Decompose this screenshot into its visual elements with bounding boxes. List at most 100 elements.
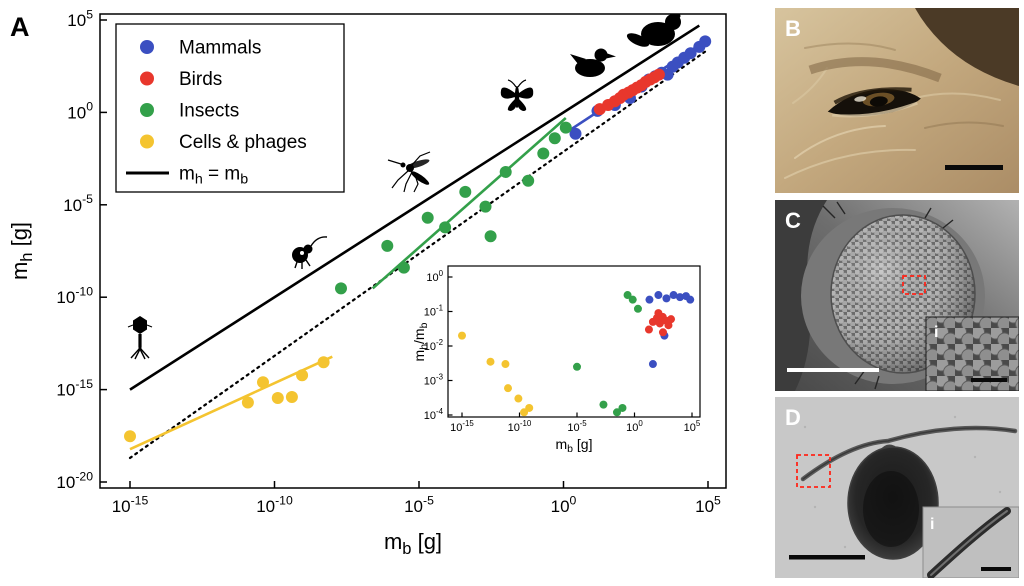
tick-label: 10-10 [256,493,293,516]
tick-label: 10-15 [56,377,93,400]
point-mammals [648,360,657,369]
point-insects [537,147,550,160]
point-insects [612,408,621,417]
point-insects [397,261,410,274]
point-cells [296,369,309,382]
point-mammals [669,291,678,300]
point-cells [514,394,523,403]
point-insects [599,400,608,409]
legend-label: Birds [179,69,222,90]
inset-c-label: i [934,324,938,341]
scale-bar [981,567,1011,571]
scale-bar [787,368,879,372]
legend-label: mh = mb [179,164,248,188]
panel-a-plot: A [7,7,727,558]
point-insects [633,304,642,313]
panel-d-inset: i [922,506,1019,578]
tick-label: 10-5 [404,493,434,516]
point-insects [628,295,637,304]
point-insects [522,174,535,187]
tick-label: 10-4 [424,407,444,422]
panel-b-photo: B [775,8,1019,193]
duck-silhouette [570,48,616,77]
scale-bar [971,378,1007,382]
axes-box [99,13,727,489]
scale-bar [945,165,1003,170]
point-cells [271,392,284,405]
legend-box [115,23,345,193]
line-fit-insects [371,116,567,290]
tick-label: 10-10 [56,285,93,308]
point-mammals [654,291,663,300]
panel-b-label: B [785,16,801,41]
fly-body [775,200,827,391]
flagellum-core [802,427,1016,480]
point-insects [439,221,452,234]
point-insects [618,403,627,412]
tick-label: 10-3 [424,372,444,387]
legend-marker-insects [140,103,154,117]
point-mammals [645,295,654,304]
tick-label: 105 [684,419,701,434]
point-insects [421,211,434,224]
point-cells [124,430,136,443]
tick-label: 10-5 [63,192,93,215]
line-fit-all-dotted [128,48,710,460]
butterfly-silhouette [500,79,534,111]
legend-label: Insects [179,101,239,122]
compound-eye-sem-image: i C [775,200,1019,391]
brow-fold [808,57,942,83]
tick-label: 100 [67,100,93,123]
point-cells [285,390,298,403]
legend-marker-mammals [140,40,154,54]
tick-label: 10-15 [450,419,474,434]
main-plot: 10-15 10-10 10-5 100 105 105 100 10-5 10-10 10-15… [7,7,727,558]
inset-chart: 10-15 10-10 10-5 100 105 100 10-1 10-2 10-3 10-4 m… [411,265,701,455]
tick-label: 100 [551,493,577,516]
point-insects [559,121,572,134]
inset-d-label: i [930,516,934,533]
point-cells [525,403,534,412]
point-insects [459,185,472,198]
flagellum-detail-highlight [930,510,1008,576]
point-cells [241,396,254,409]
y-axis-label: mh/mb [411,322,430,361]
point-insects [381,239,394,252]
scale-bar [789,555,865,560]
x-axis-label: mb [g] [556,436,593,455]
tick-label: 10-20 [56,469,93,492]
point-birds [644,325,653,334]
point-birds [654,309,663,318]
axes-box [447,265,701,418]
point-mammals [569,127,582,140]
phage-silhouette [127,316,153,360]
springtail-silhouette [292,236,328,269]
point-mammals [686,295,695,304]
point-cells [486,357,495,366]
mammal-eye [827,87,921,118]
roi-box [902,275,926,295]
line-identity [129,24,701,391]
point-insects [623,291,632,300]
roi-box [796,454,831,488]
tick-label: 105 [695,493,721,516]
point-insects [334,282,347,295]
point-insects [573,362,581,371]
tick-label: 10-15 [112,493,149,516]
tick-label: 100 [426,269,443,284]
point-cells [317,356,330,369]
point-cells [256,376,269,389]
x-axis-label: mb [g] [384,529,442,558]
tick-label: 10-5 [567,419,587,434]
panel-d-label: D [785,405,801,430]
point-cells [504,384,512,393]
point-mammals [662,294,671,303]
point-birds [652,68,665,81]
tick-label: 10-1 [424,303,444,318]
point-insects [479,200,492,213]
tick-label: 105 [67,7,93,30]
point-mammals [684,47,697,60]
inset-plot: 10-15 10-10 10-5 100 105 100 10-1 10-2 10-3 10-4 m… [411,265,701,455]
beaver-silhouette [626,13,681,47]
